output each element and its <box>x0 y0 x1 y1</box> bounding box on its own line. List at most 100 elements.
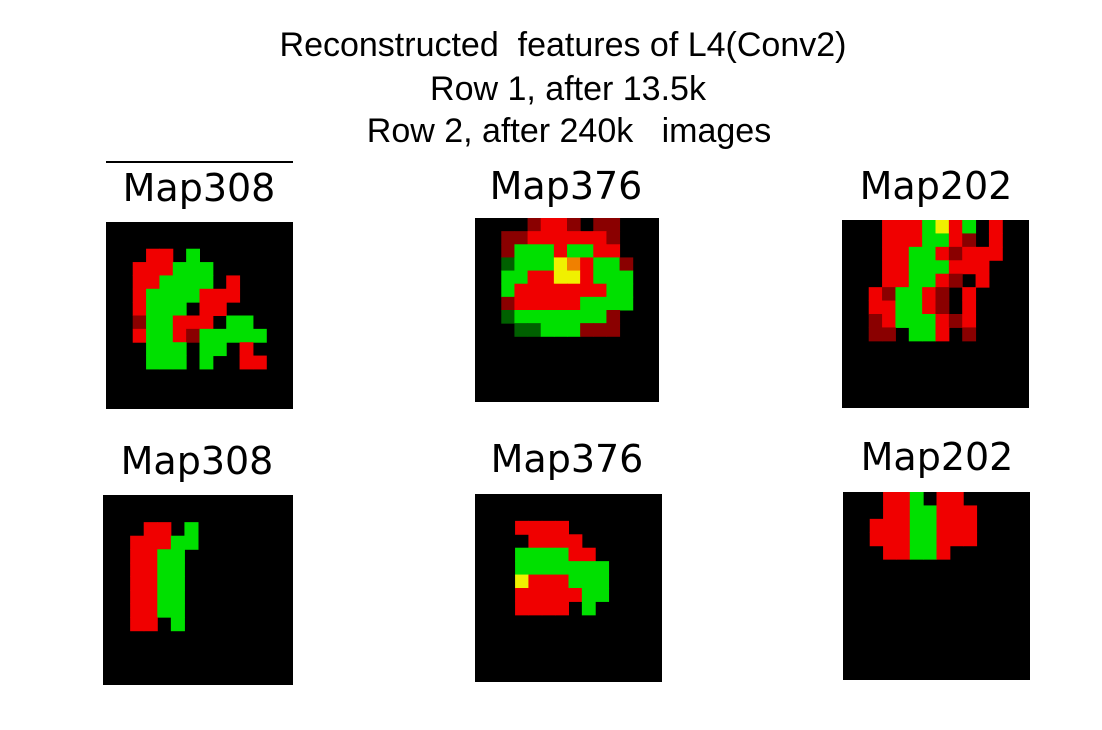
pixel <box>553 218 568 232</box>
pixel <box>868 327 883 342</box>
pixel <box>186 315 200 330</box>
pixel <box>567 323 581 337</box>
pixel <box>883 518 897 533</box>
pixel <box>252 355 267 370</box>
pixel <box>553 283 568 298</box>
pixel <box>555 588 569 602</box>
pixel <box>935 287 950 302</box>
pixel <box>593 244 607 258</box>
pixel <box>146 315 160 330</box>
pixel <box>895 233 910 248</box>
pixel <box>541 561 556 576</box>
panels: Map308 Map376 Map202 Map308 Map376 Map202 <box>103 164 1030 685</box>
pixel <box>528 561 543 576</box>
pixel <box>606 283 621 298</box>
pixel <box>514 283 529 298</box>
pixel <box>514 296 529 311</box>
pixel <box>143 522 158 537</box>
pixel <box>988 233 1003 248</box>
pixel <box>555 561 569 576</box>
pixel <box>184 535 199 550</box>
pixel <box>963 505 978 520</box>
pixel <box>606 270 621 285</box>
pixel <box>515 601 529 616</box>
pixel <box>515 561 529 576</box>
pixel <box>949 492 964 506</box>
pixel <box>146 262 160 276</box>
pixel <box>593 218 607 232</box>
pixel <box>896 545 911 560</box>
panel-label: Map308 <box>123 166 276 210</box>
pixel <box>199 275 214 290</box>
pixel <box>159 262 174 276</box>
pixel <box>157 549 172 564</box>
pixel <box>146 288 160 303</box>
pixel <box>540 323 555 337</box>
pixel <box>593 323 607 337</box>
pixel <box>540 257 555 272</box>
pixel <box>922 314 936 328</box>
pixel <box>619 270 634 285</box>
pixel <box>143 535 158 550</box>
pixel <box>922 273 936 288</box>
pixel <box>553 257 568 272</box>
pixel <box>555 574 569 589</box>
pixel <box>962 314 977 328</box>
pixel <box>514 310 529 324</box>
pixel <box>514 244 529 258</box>
pixel <box>527 310 542 324</box>
pixel <box>936 505 951 520</box>
pixel <box>130 535 145 550</box>
pixel <box>555 601 569 616</box>
pixel <box>541 534 556 549</box>
pixel <box>606 218 621 232</box>
pixel <box>553 231 568 245</box>
pixel <box>527 257 542 272</box>
pixel <box>186 248 200 263</box>
pixel <box>567 310 581 324</box>
pixel <box>146 302 160 316</box>
pixel <box>540 218 555 232</box>
pixel <box>580 323 594 337</box>
pixel <box>501 296 515 311</box>
pixel <box>593 310 607 324</box>
pixel <box>212 328 227 343</box>
title-line: Row 1, after 13.5k <box>430 70 707 108</box>
pixel <box>239 342 254 357</box>
pixel <box>606 323 621 337</box>
pixel <box>553 310 568 324</box>
pixel <box>146 248 160 263</box>
panel-label: Map376 <box>490 164 643 208</box>
pixel <box>239 315 254 330</box>
pixel <box>962 327 977 342</box>
pixel <box>895 287 910 302</box>
pixel <box>146 342 160 357</box>
pixel <box>157 562 172 577</box>
pixel <box>909 532 924 547</box>
panel-label: Map308 <box>121 439 274 483</box>
pixel <box>501 244 515 258</box>
pixel <box>936 492 951 506</box>
pixel <box>515 574 529 589</box>
pixel <box>882 260 896 275</box>
pixel <box>527 323 542 337</box>
pixel <box>580 244 594 258</box>
pixel <box>159 355 174 370</box>
pixel <box>553 270 568 285</box>
pixel <box>130 590 145 605</box>
pixel <box>908 246 923 261</box>
pixel <box>593 283 607 298</box>
pixel <box>226 328 241 343</box>
pixel <box>540 310 555 324</box>
pixel <box>540 231 555 245</box>
pixel <box>949 505 964 520</box>
pixel <box>908 233 923 248</box>
pixel <box>908 314 923 328</box>
pixel <box>909 492 924 506</box>
pixel <box>555 534 569 549</box>
pixel <box>514 231 529 245</box>
pixel <box>186 288 200 303</box>
pixel <box>540 244 555 258</box>
pixel <box>975 246 990 261</box>
pixel <box>883 492 897 506</box>
